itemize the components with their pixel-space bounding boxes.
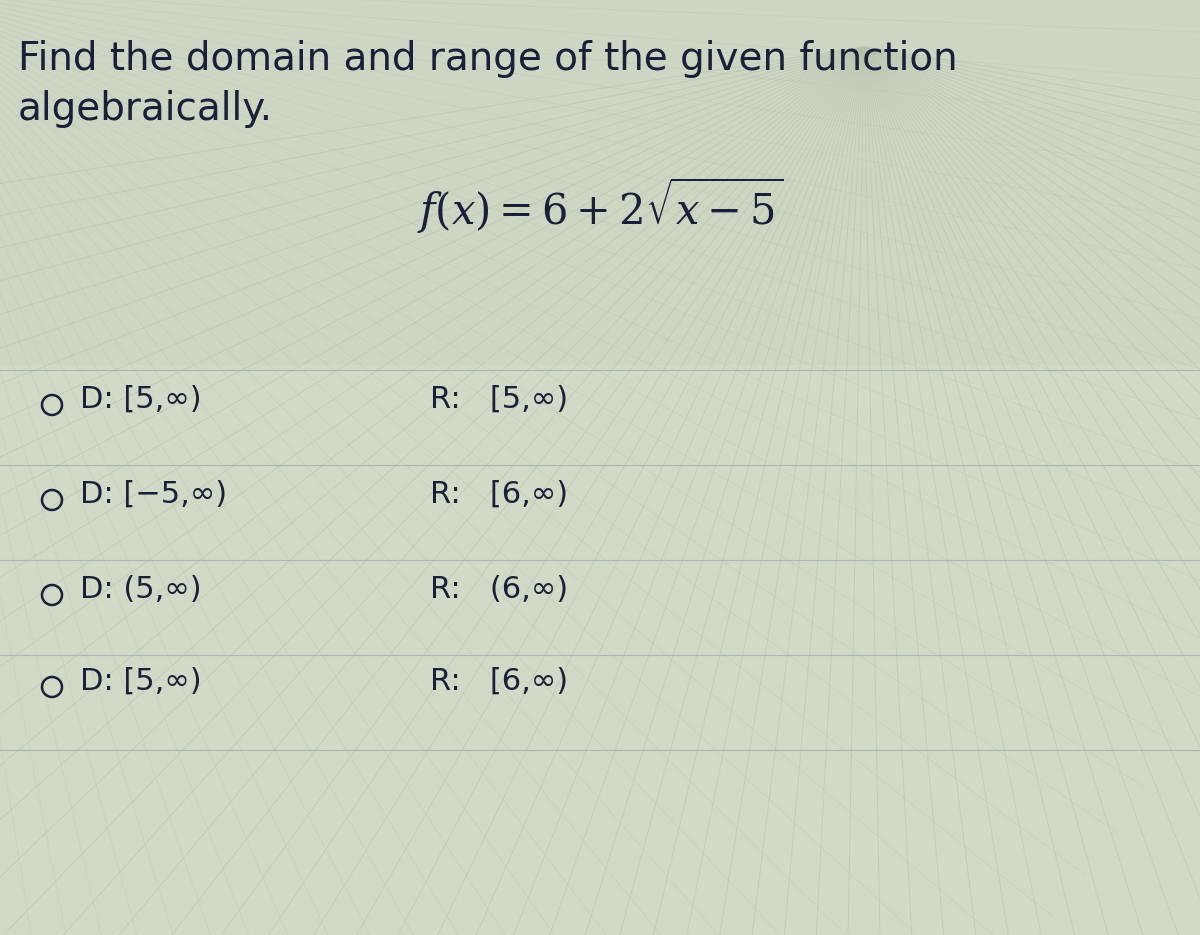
Text: R:   (6,∞): R: (6,∞) [430, 574, 568, 603]
Text: Find the domain and range of the given function: Find the domain and range of the given f… [18, 40, 958, 78]
Text: D: [5,∞): D: [5,∞) [80, 384, 202, 413]
Text: $f(x) = 6 + 2\sqrt{x - 5}$: $f(x) = 6 + 2\sqrt{x - 5}$ [416, 175, 784, 236]
Text: D: (5,∞): D: (5,∞) [80, 574, 202, 603]
Text: R:   [6,∞): R: [6,∞) [430, 480, 568, 509]
Text: D: [5,∞): D: [5,∞) [80, 667, 202, 696]
Text: algebraically.: algebraically. [18, 90, 274, 128]
Text: R:   [5,∞): R: [5,∞) [430, 384, 568, 413]
Text: R:   [6,∞): R: [6,∞) [430, 667, 568, 696]
Text: D: [−5,∞): D: [−5,∞) [80, 480, 227, 509]
Bar [0, 365, 1200, 935]
